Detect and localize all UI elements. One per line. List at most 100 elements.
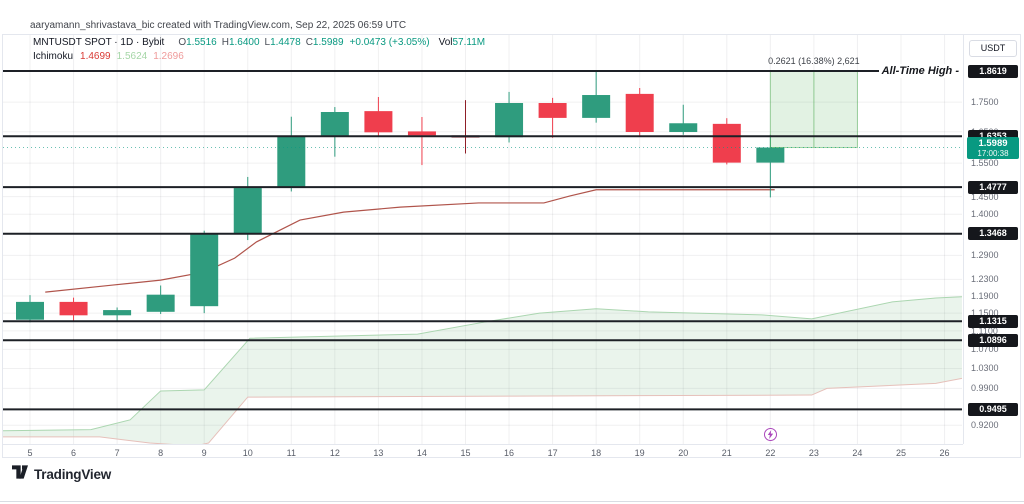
bar-countdown: 17:00:38 — [977, 148, 1009, 158]
lightning-icon — [767, 430, 774, 439]
day-label: 13 — [373, 448, 384, 458]
price-tick-label: 1.0700 — [971, 344, 999, 355]
close-label: C — [305, 37, 313, 48]
day-label: 14 — [416, 448, 427, 458]
change-value: +0.0473 (+3.05%) — [349, 37, 430, 48]
candle-body-day-14 — [407, 131, 436, 136]
attribution-text: aaryamann_shrivastava_bic created with T… — [30, 20, 407, 31]
axis-separator — [963, 35, 964, 444]
candle-body-day-9 — [190, 234, 219, 307]
indicator-value: 1.4699 — [80, 51, 111, 62]
indicator-name[interactable]: Ichimoku — [33, 51, 74, 62]
day-label: 23 — [808, 448, 819, 458]
day-label: 16 — [504, 448, 515, 458]
candle-body-day-22 — [756, 147, 785, 163]
day-label: 18 — [591, 448, 602, 458]
candle-body-day-13 — [364, 111, 393, 133]
symbol-legend-row[interactable]: MNTUSDT SPOT · 1D · Bybit O1.5516 H1.6400 L… — [33, 37, 485, 49]
low-value: 1.4478 — [270, 37, 301, 48]
day-label: 19 — [634, 448, 645, 458]
day-label: 12 — [329, 448, 340, 458]
candle-body-day-5 — [16, 301, 44, 320]
currency-toggle-usdt[interactable]: USDT — [969, 40, 1017, 57]
event-marker-icon[interactable] — [763, 428, 777, 441]
price-tick-label: 1.5500 — [971, 158, 999, 169]
price-tick-label: 1.7500 — [971, 97, 999, 108]
day-label: 22 — [765, 448, 776, 458]
price-tick-label: 1.1900 — [971, 290, 999, 301]
plot-layers — [3, 35, 962, 444]
price-level-badge: 1.3468 — [968, 227, 1018, 241]
candle-body-day-7 — [103, 310, 132, 316]
price-tick-label: 0.9900 — [971, 383, 999, 394]
senkou-b-line — [3, 377, 962, 444]
candle-body-day-8 — [146, 294, 175, 312]
price-level-badge: 1.4777 — [968, 180, 1018, 194]
last-price-badge: 1.5989 17:00:38 — [967, 136, 1019, 159]
volume-value: 57.11M — [452, 37, 486, 48]
range-tool-label[interactable]: 0.2621 (16.38%) 2,621 — [768, 56, 860, 67]
day-label: 9 — [201, 448, 207, 458]
candle-body-day-18 — [582, 95, 611, 118]
day-label: 10 — [242, 448, 253, 458]
day-label: 20 — [678, 448, 689, 458]
price-tick-label: 1.0300 — [971, 363, 999, 374]
day-label: 24 — [852, 448, 863, 458]
high-value: 1.6400 — [228, 37, 260, 48]
volume-label: Vol — [438, 37, 453, 48]
last-price-value: 1.5989 — [978, 137, 1008, 149]
candle-body-day-20 — [669, 123, 698, 133]
close-value: 1.5989 — [312, 37, 344, 48]
open-value: 1.5516 — [186, 37, 217, 48]
price-tick-label: 1.2900 — [971, 250, 999, 261]
price-tick-label: 1.2300 — [971, 274, 999, 285]
indicator-values: 1.4699 1.5624 1.2696 — [80, 51, 190, 62]
chart-frame — [2, 34, 1021, 458]
price-level-badge: 0.9495 — [968, 402, 1018, 416]
day-label: 15 — [460, 448, 471, 458]
all-time-high-label[interactable]: All-Time High - — [878, 64, 962, 78]
price-tick-label: 1.1500 — [971, 308, 999, 319]
day-label: 25 — [895, 448, 906, 458]
indicator-legend-row[interactable]: Ichimoku 1.4699 1.5624 1.2696 — [33, 51, 485, 63]
open-label: O — [178, 37, 187, 48]
price-tick-label: 1.1100 — [971, 325, 998, 336]
symbol-title[interactable]: MNTUSDT SPOT · 1D · Bybit — [33, 37, 165, 48]
day-label: 21 — [721, 448, 732, 458]
candle-body-day-21 — [712, 123, 741, 163]
price-axis[interactable]: USDT 1.75001.65001.55001.45001.40001.290… — [963, 34, 1023, 444]
candle-body-day-11 — [277, 136, 306, 188]
tradingview-logo-icon[interactable] — [12, 465, 28, 484]
senkou-a-line — [3, 296, 962, 432]
price-tick-label: 0.9200 — [971, 420, 999, 431]
price-level-badge: 1.1315 — [968, 314, 1018, 328]
day-label: 17 — [547, 448, 558, 458]
day-label: 26 — [939, 448, 950, 458]
day-label: 11 — [286, 448, 296, 458]
day-label: 6 — [71, 448, 77, 458]
price-level-badge: 1.0896 — [968, 333, 1018, 347]
candle-body-day-12 — [320, 112, 349, 137]
low-label: L — [264, 37, 271, 48]
tradingview-wordmark[interactable]: TradingView — [34, 467, 112, 482]
day-label: 7 — [114, 448, 120, 458]
price-tick-label: 1.4000 — [971, 209, 999, 220]
high-label: H — [221, 37, 229, 48]
candle-body-day-16 — [495, 103, 524, 138]
candle-body-day-10 — [233, 188, 262, 234]
indicator-value: 1.5624 — [116, 51, 148, 62]
day-label: 8 — [158, 448, 164, 458]
day-label: 5 — [27, 448, 33, 458]
time-axis[interactable]: 5 6 7 8 9 10 11 12 13 14 15 16 17 18 19 20 21 22 23 24 25 26 — [2, 444, 963, 459]
candle-body-day-6 — [59, 301, 88, 316]
footer: TradingView — [12, 465, 111, 484]
indicator-value: 1.2696 — [153, 51, 184, 62]
candle-body-day-19 — [625, 93, 654, 133]
ichimoku-cloud — [3, 296, 962, 444]
price-level-badge: 1.8619 — [968, 64, 1018, 78]
bottom-border — [0, 501, 1024, 502]
candle-body-day-17 — [538, 103, 567, 118]
price-tick-label: 1.4500 — [971, 191, 999, 202]
